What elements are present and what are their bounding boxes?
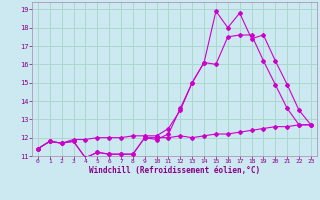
- X-axis label: Windchill (Refroidissement éolien,°C): Windchill (Refroidissement éolien,°C): [89, 166, 260, 175]
